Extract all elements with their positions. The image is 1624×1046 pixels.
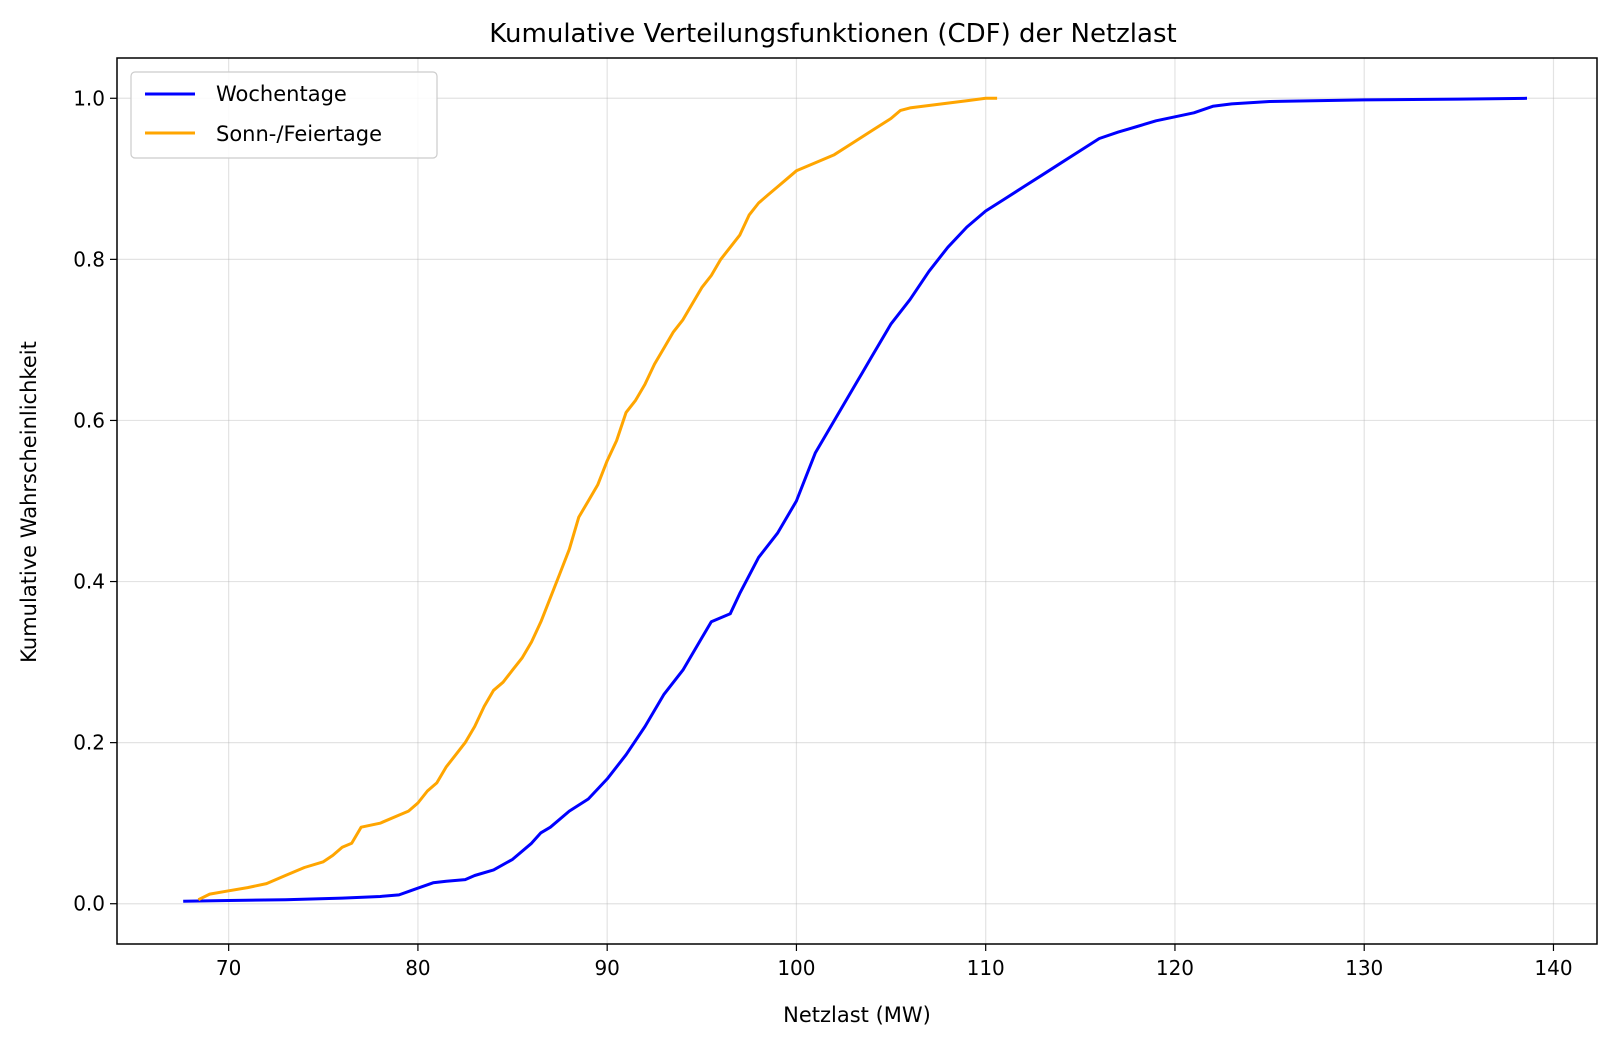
legend: Wochentage Sonn-/Feiertage: [130, 71, 438, 159]
y-tick-label: 0.8: [73, 247, 105, 271]
x-axis-ticks: 70 80 90 100 110 120 130 140: [216, 944, 1573, 980]
y-axis-ticks: 0.0 0.2 0.4 0.6 0.8 1.0: [73, 86, 117, 916]
y-tick-label: 0.0: [73, 892, 105, 916]
y-tick-label: 0.4: [73, 570, 105, 594]
grid: [117, 58, 1597, 944]
x-tick-label: 120: [1156, 956, 1194, 980]
y-tick-label: 1.0: [73, 86, 105, 110]
legend-label-wochentage: Wochentage: [216, 82, 347, 106]
y-axis-label: Kumulative Wahrscheinlichkeit: [17, 341, 41, 663]
series-line-wochentage: [183, 96, 1528, 903]
x-tick-label: 80: [405, 956, 430, 980]
x-axis-label: Netzlast (MW): [783, 1003, 931, 1027]
x-tick-label: 140: [1534, 956, 1572, 980]
x-tick-label: 70: [216, 956, 241, 980]
chart-title: Kumulative Verteilungsfunktionen (CDF) d…: [489, 19, 1176, 49]
legend-label-sonn-feiertage: Sonn-/Feiertage: [216, 122, 382, 146]
series-line-sonn-feiertage: [197, 96, 998, 902]
plot-frame: [116, 57, 1598, 945]
x-tick-label: 100: [777, 956, 815, 980]
x-tick-label: 130: [1345, 956, 1383, 980]
x-tick-label: 90: [594, 956, 619, 980]
y-tick-label: 0.2: [73, 731, 105, 755]
x-tick-label: 110: [967, 956, 1005, 980]
legend-box: [130, 71, 438, 159]
y-tick-label: 0.6: [73, 408, 105, 432]
series-lines: [183, 96, 1528, 903]
